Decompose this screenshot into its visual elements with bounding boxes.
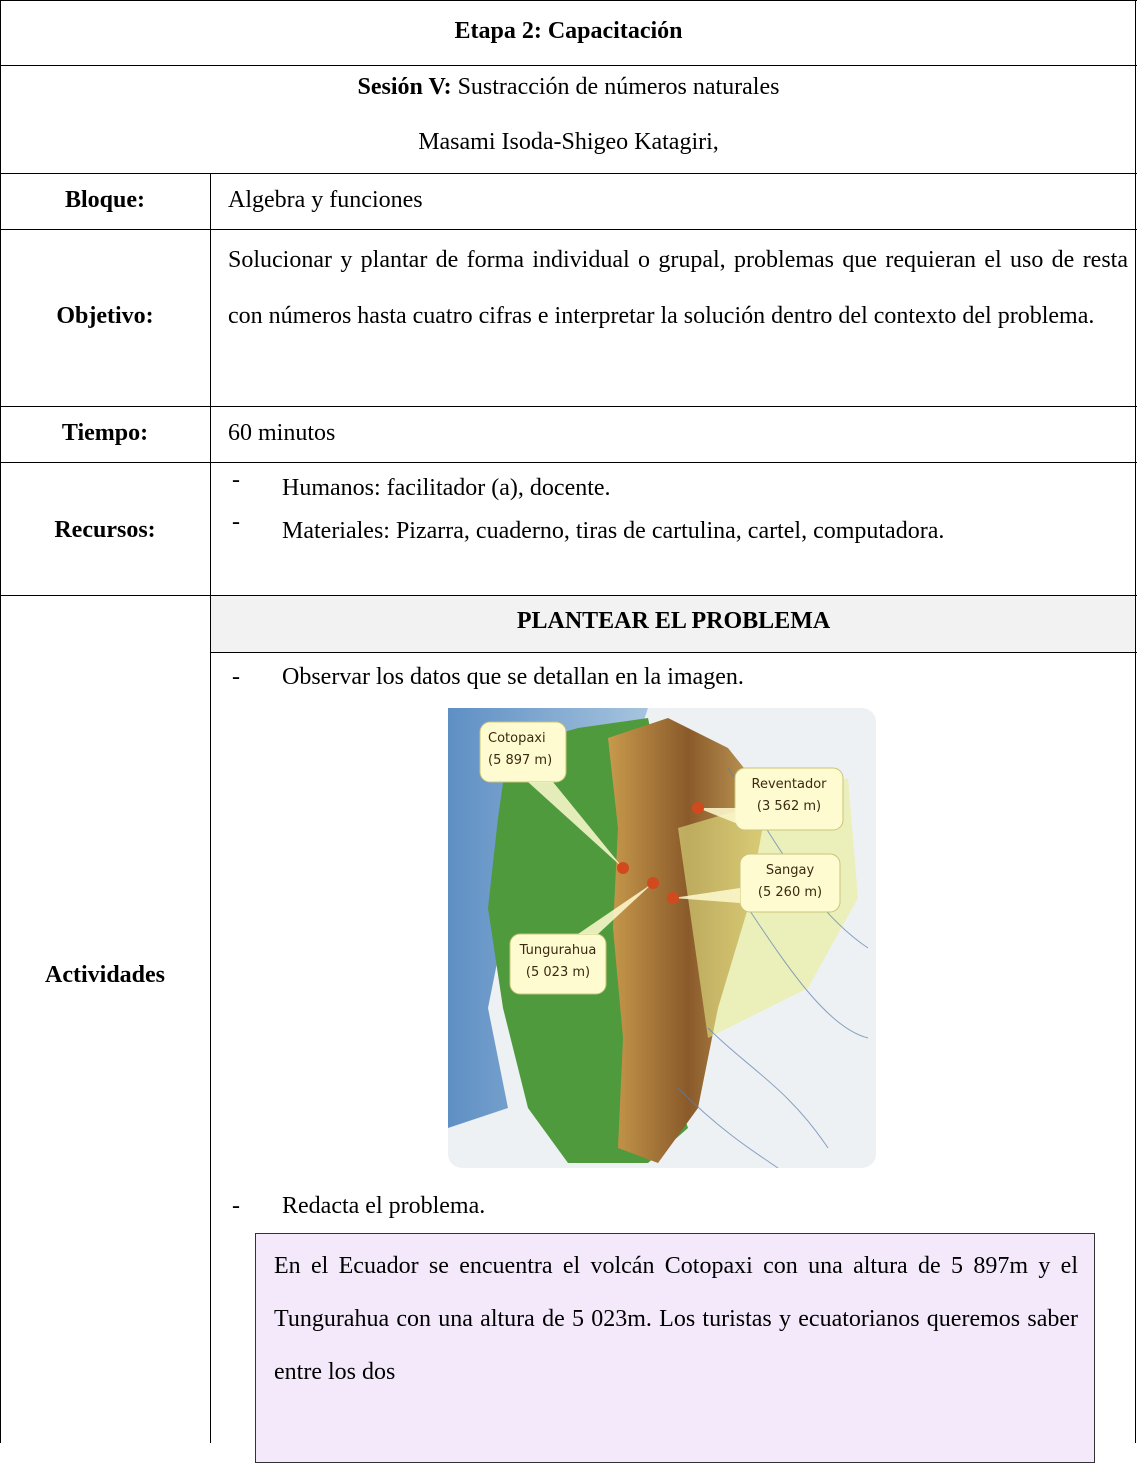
map-label: Sangay (766, 863, 815, 878)
authors: Masami Isoda-Shigeo Katagiri, (418, 129, 719, 155)
row-value: Solucionar y plantar de forma individual… (228, 247, 1128, 329)
activity-item: - Redacta el problema. (232, 1193, 486, 1219)
map-image: Cotopaxi (5 897 m) Reventador (3 562 m) … (448, 708, 876, 1168)
border (0, 462, 1137, 463)
resource-item: - Materiales: Pizarra, cuaderno, tiras d… (232, 509, 1128, 553)
heading-bg (211, 596, 1136, 652)
activity-text: Redacta el problema. (282, 1193, 486, 1219)
border (0, 65, 1137, 66)
activity-item: - Observar los datos que se detallan en l… (232, 664, 744, 690)
border (0, 0, 1137, 1)
border (0, 0, 1, 1443)
border (0, 173, 1137, 174)
session-line: Sesión V: Sustracción de números natural… (0, 74, 1137, 101)
map-label: Reventador (752, 777, 828, 792)
title: Etapa 2: Capacitación (454, 18, 683, 44)
map-label: Cotopaxi (488, 731, 546, 746)
border (210, 173, 211, 1443)
problem-box: En el Ecuador se encuentra el volcán Cot… (255, 1233, 1095, 1463)
activity-text: Observar los datos que se detallan en la… (282, 664, 744, 690)
resource-text: Humanos: facilitador (a), docente. (282, 475, 611, 501)
border (1135, 0, 1136, 1443)
section-heading: PLANTEAR EL PROBLEMA (516, 608, 831, 634)
map-label: (3 562 m) (757, 799, 821, 814)
border (0, 229, 1137, 230)
row-label: Objetivo: (56, 303, 154, 329)
resource-text: Materiales: Pizarra, cuaderno, tiras de … (282, 518, 945, 544)
session-label: Sesión V: (357, 74, 452, 100)
map-label: (5 260 m) (758, 885, 822, 900)
row-label: Recursos: (54, 517, 156, 543)
map-label: Tungurahua (519, 943, 597, 958)
resource-item: - Humanos: facilitador (a), docente. (232, 467, 1128, 509)
problem-text: En el Ecuador se encuentra el volcán Cot… (274, 1253, 1078, 1385)
session-text: Sustracción de números naturales (457, 74, 780, 100)
border (210, 652, 1137, 653)
map-label: (5 023 m) (526, 965, 590, 980)
row-label: Bloque: (64, 187, 145, 213)
row-label: Tiempo: (61, 420, 149, 446)
row-value: 60 minutos (228, 420, 336, 446)
row-value: Algebra y funciones (228, 187, 423, 213)
map-label: (5 897 m) (488, 753, 552, 768)
border (0, 406, 1137, 407)
row-label: Actividades (45, 962, 165, 988)
border (0, 595, 1137, 596)
